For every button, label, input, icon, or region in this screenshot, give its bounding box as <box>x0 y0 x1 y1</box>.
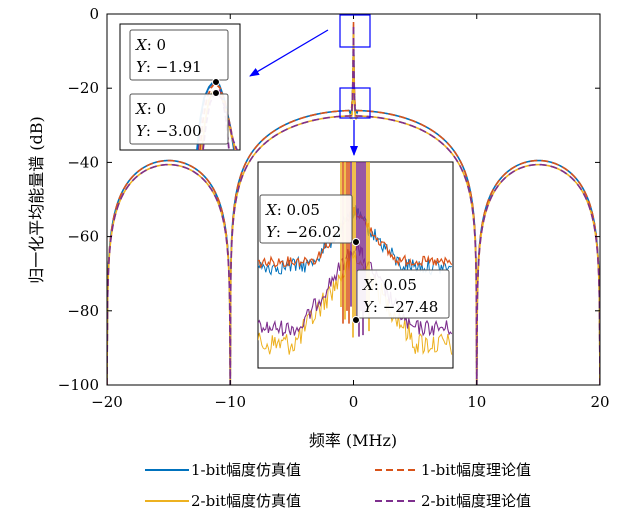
datatip-marker <box>352 316 360 324</box>
legend-item: 2-bit幅度仿真值 <box>145 492 301 510</box>
datatip: X: 0.05 Y: −27.48 <box>352 269 450 324</box>
y-tick-label: −40 <box>67 153 99 171</box>
zoom-box-main-lobe <box>339 87 371 119</box>
datatip-marker <box>212 78 220 86</box>
datatip-marker <box>212 89 220 97</box>
x-axis-label: 频率 (MHz) <box>309 431 397 450</box>
datatip-box <box>259 194 353 244</box>
datatip-x: X: 0.05 <box>265 201 320 219</box>
y-tick-label: 0 <box>89 5 99 23</box>
datatip: X: 0 Y: −1.91 <box>129 29 229 86</box>
series-1bit-theory <box>107 21 600 385</box>
y-tick-label: −60 <box>67 228 99 246</box>
x-tick-label: −10 <box>214 393 246 411</box>
legend-label: 2-bit幅度仿真值 <box>191 492 301 510</box>
datatip-x: X: 0 <box>135 100 166 118</box>
datatip-box <box>129 29 229 81</box>
datatip: X: 0 Y: −3.00 <box>129 89 229 145</box>
x-tick-label: 20 <box>590 393 609 411</box>
datatip-y: Y: −27.48 <box>363 298 438 316</box>
y-axis-label: 归一化平均能量谱 (dB) <box>27 116 46 284</box>
datatip-box <box>129 93 229 145</box>
legend: 1-bit幅度仿真值 1-bit幅度理论值 2-bit幅度仿真值 2-bit幅度理论值 <box>145 461 531 510</box>
datatips: X: 0 Y: −1.91 X: 0 Y: −3.00 X: 0.05 Y: −26.02… <box>129 29 450 324</box>
datatip-box <box>356 269 450 319</box>
datatip-y: Y: −26.02 <box>266 223 341 241</box>
datatip-marker <box>352 238 360 246</box>
datatip-y: Y: −1.91 <box>136 58 202 76</box>
axes: −20 −10 0 10 200−20−40−60−80−100 <box>58 5 610 411</box>
datatip: X: 0.05 Y: −26.02 <box>259 194 360 246</box>
x-tick-label: 10 <box>467 393 486 411</box>
y-tick-label: −20 <box>67 79 99 97</box>
y-tick-label: −100 <box>58 376 99 394</box>
datatip-y: Y: −3.00 <box>136 122 202 140</box>
datatip-x: X: 0.05 <box>362 276 417 294</box>
x-tick-label: −20 <box>91 393 123 411</box>
legend-item: 1-bit幅度仿真值 <box>145 461 301 479</box>
legend-item: 2-bit幅度理论值 <box>375 492 531 510</box>
datatip-x: X: 0 <box>135 36 166 54</box>
legend-label: 2-bit幅度理论值 <box>421 492 531 510</box>
legend-label: 1-bit幅度仿真值 <box>191 461 301 479</box>
zoom-arrow-1 <box>249 29 329 77</box>
series-2bit-theory <box>107 25 600 385</box>
inset-main-lobe <box>257 161 454 369</box>
y-tick-label: −80 <box>67 302 99 320</box>
x-tick-label: 0 <box>349 393 359 411</box>
legend-label: 1-bit幅度理论值 <box>421 461 531 479</box>
zoom-box-peak <box>339 14 371 48</box>
plot-curves <box>107 21 600 385</box>
legend-item: 1-bit幅度理论值 <box>375 461 531 479</box>
